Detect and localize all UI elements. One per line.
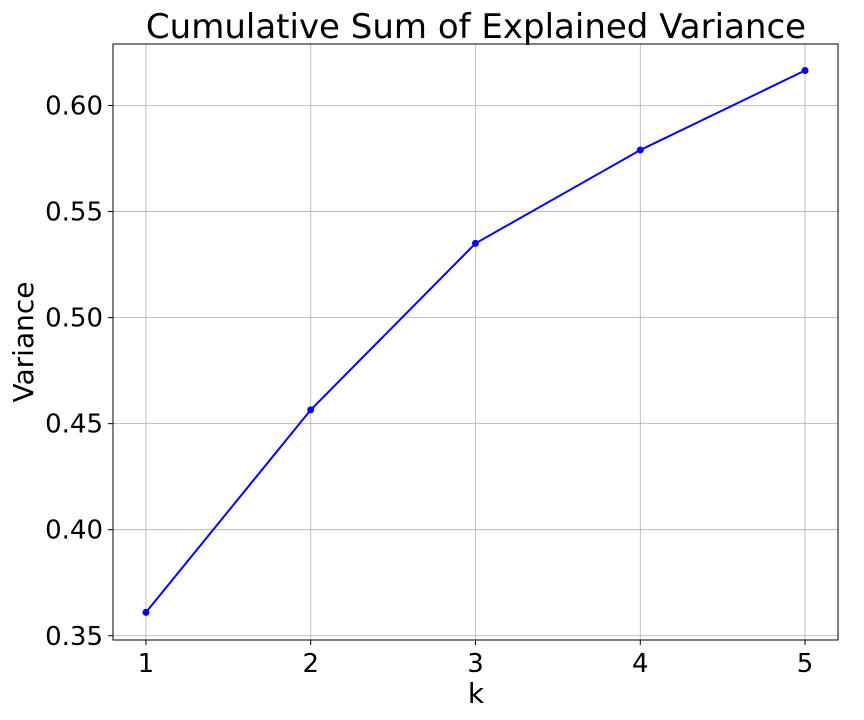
data-point: [307, 406, 315, 414]
data-point: [142, 608, 150, 616]
x-tick-label: 2: [302, 649, 319, 679]
data-point: [801, 67, 809, 75]
chart-title: Cumulative Sum of Explained Variance: [146, 7, 806, 47]
x-tick-label: 3: [467, 649, 484, 679]
ticks: 1 2 3 4 5 0.35 0.40 0.45 0.50 0.55 0.60: [45, 92, 813, 679]
y-tick-label: 0.60: [45, 92, 103, 122]
x-tick-label: 5: [797, 649, 814, 679]
y-tick-label: 0.55: [45, 198, 103, 228]
y-tick-label: 0.45: [45, 410, 103, 440]
y-axis-label: Variance: [7, 282, 40, 403]
x-axis-label: k: [468, 677, 485, 710]
series-layer: [142, 67, 809, 616]
x-tick-label: 4: [632, 649, 649, 679]
grid: [113, 44, 838, 640]
y-tick-label: 0.35: [45, 622, 103, 652]
data-point: [636, 146, 644, 154]
y-tick-label: 0.40: [45, 516, 103, 546]
x-tick-label: 1: [138, 649, 155, 679]
y-tick-label: 0.50: [45, 304, 103, 334]
data-point: [472, 239, 479, 247]
